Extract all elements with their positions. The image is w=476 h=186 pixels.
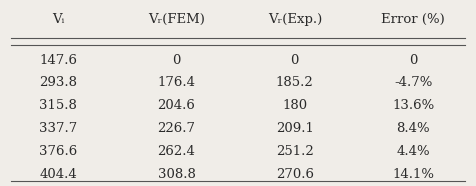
Text: 8.4%: 8.4% <box>397 122 430 135</box>
Text: 376.6: 376.6 <box>39 145 77 158</box>
Text: 147.6: 147.6 <box>39 54 77 67</box>
Text: 226.7: 226.7 <box>158 122 196 135</box>
Text: Vᵢ: Vᵢ <box>52 13 64 26</box>
Text: 337.7: 337.7 <box>39 122 77 135</box>
Text: 176.4: 176.4 <box>158 76 196 89</box>
Text: Vᵣ(Exp.): Vᵣ(Exp.) <box>268 13 322 26</box>
Text: 185.2: 185.2 <box>276 76 314 89</box>
Text: 204.6: 204.6 <box>158 99 196 112</box>
Text: 4.4%: 4.4% <box>397 145 430 158</box>
Text: 180: 180 <box>282 99 307 112</box>
Text: 262.4: 262.4 <box>158 145 196 158</box>
Text: 404.4: 404.4 <box>40 168 77 181</box>
Text: 0: 0 <box>172 54 181 67</box>
Text: 0: 0 <box>409 54 417 67</box>
Text: 13.6%: 13.6% <box>392 99 434 112</box>
Text: 14.1%: 14.1% <box>392 168 434 181</box>
Text: 251.2: 251.2 <box>276 145 314 158</box>
Text: 315.8: 315.8 <box>39 99 77 112</box>
Text: Error (%): Error (%) <box>381 13 445 26</box>
Text: Vᵣ(FEM): Vᵣ(FEM) <box>148 13 205 26</box>
Text: 293.8: 293.8 <box>39 76 77 89</box>
Text: -4.7%: -4.7% <box>394 76 432 89</box>
Text: 0: 0 <box>291 54 299 67</box>
Text: 270.6: 270.6 <box>276 168 314 181</box>
Text: 209.1: 209.1 <box>276 122 314 135</box>
Text: 308.8: 308.8 <box>158 168 196 181</box>
